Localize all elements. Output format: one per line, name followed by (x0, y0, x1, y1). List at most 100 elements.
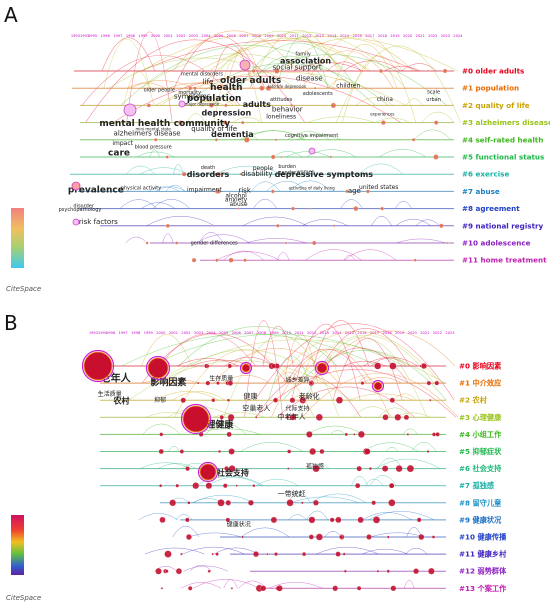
year-tick-label: 2009 (264, 34, 274, 38)
cluster-arc (340, 199, 363, 209)
node (184, 517, 190, 523)
node (188, 86, 193, 91)
citation-arc (85, 39, 306, 123)
keyword-label: 中老年人 (278, 412, 306, 421)
keyword-label: age (348, 187, 361, 195)
cluster-arc (146, 216, 215, 227)
node (286, 499, 294, 507)
citation-arc (296, 335, 434, 384)
citation-arc (276, 386, 416, 418)
cluster-arc (160, 95, 215, 106)
node (311, 240, 317, 246)
keyword-label: 生活质量 (98, 390, 122, 398)
node (192, 482, 200, 490)
keyword-label: 一带统赶 (278, 489, 306, 498)
node (308, 207, 311, 210)
citation-arc (142, 34, 372, 72)
node (193, 86, 197, 90)
node (276, 585, 283, 592)
node (178, 120, 184, 126)
hub-node (239, 59, 251, 71)
cluster-arc (172, 525, 200, 538)
node (389, 397, 396, 403)
color-scale-a (11, 208, 24, 268)
keyword-label: united states (359, 184, 398, 191)
cluster-arc (296, 134, 342, 141)
cluster-arc (375, 117, 411, 123)
node (222, 483, 228, 489)
citation-arc (332, 338, 403, 401)
node (360, 381, 365, 385)
keyword-label: dementia (211, 130, 254, 139)
cluster-arc (223, 250, 264, 261)
hub-node (241, 363, 251, 373)
node (428, 567, 435, 575)
cluster-label: #1 population (462, 84, 519, 93)
node (252, 551, 260, 558)
citation-arc (178, 326, 338, 367)
cluster-arc (216, 251, 280, 261)
cluster-arc (395, 200, 412, 209)
citation-arc (172, 30, 297, 72)
citation-arc (301, 50, 394, 89)
hub-node (316, 362, 328, 374)
node (371, 500, 377, 506)
cluster-label: #8 agreement (462, 204, 520, 213)
cluster-arc (289, 180, 332, 192)
cluster-arc (362, 512, 413, 521)
citation-arc (219, 30, 342, 72)
citation-arc (141, 53, 334, 89)
keyword-label: prevalence (68, 185, 124, 195)
node (439, 223, 444, 229)
citation-arc (341, 55, 417, 123)
year-tick-label: 2003 (189, 34, 198, 38)
node (226, 398, 230, 402)
keyword-label: disease (296, 74, 323, 82)
cluster-arc (205, 423, 247, 435)
cluster-arc (402, 428, 418, 435)
node (217, 172, 222, 177)
keyword-label: disability (241, 170, 273, 178)
year-tick-label: 2013 (315, 34, 324, 38)
node (353, 206, 359, 212)
cluster-label: #10 健康传播 (459, 533, 507, 542)
node (406, 464, 415, 473)
cluster-arc (136, 151, 175, 158)
cluster-arc (142, 378, 201, 384)
cluster-arc (330, 430, 346, 435)
year-tick-label: 2001 (164, 34, 173, 38)
color-scale-b (11, 515, 24, 575)
cluster-arc (371, 215, 392, 226)
node (207, 569, 211, 573)
cluster-arc (324, 531, 342, 538)
cluster-arc (403, 579, 415, 589)
year-tick-label: 2018 (383, 331, 393, 335)
cluster-arc (363, 356, 418, 367)
cluster-arc (396, 238, 446, 244)
hub-node (72, 218, 80, 226)
cluster-arc (165, 184, 185, 192)
node (228, 465, 236, 473)
keyword-label: death (201, 165, 215, 171)
node (274, 552, 278, 557)
year-tick-label: 2006 (232, 331, 242, 335)
keyword-label: alzheimers disease (114, 130, 181, 138)
cluster-arc (189, 565, 212, 572)
keyword-label: gender (278, 170, 297, 176)
year-tick-label: 2008 (252, 34, 262, 38)
node (187, 586, 193, 591)
year-tick-label: 2004 (201, 34, 211, 38)
citation-arc (254, 323, 455, 401)
cluster-label: #12 弱势群体 (459, 567, 507, 576)
year-tick-label: 2023 (445, 331, 454, 335)
cluster-arc (395, 218, 431, 226)
hub-node (178, 100, 186, 108)
cluster-arc (223, 579, 238, 589)
citation-arc (165, 349, 326, 384)
node (343, 569, 347, 573)
citation-arc (81, 55, 241, 106)
node (356, 465, 362, 472)
citation-arc (301, 349, 341, 384)
keyword-label: women (296, 169, 314, 175)
